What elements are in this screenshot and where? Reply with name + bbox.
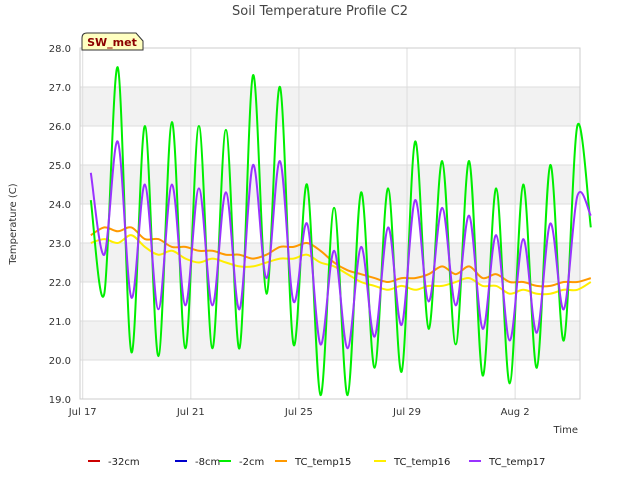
y-axis-label: Temperature (C): [8, 183, 19, 265]
y-tick-label: 27.0: [49, 83, 71, 94]
y-tick-label: 19.0: [49, 395, 71, 406]
plot-band: [80, 165, 580, 204]
y-tick-label: 20.0: [49, 356, 71, 367]
plot-frame: [79, 47, 581, 400]
x-axis-label: Time: [553, 425, 578, 436]
x-tick-label: Jul 29: [392, 407, 421, 418]
legend-label-2cm: -2cm: [239, 457, 264, 468]
y-tick-label: 23.0: [49, 239, 71, 250]
series-line-tc-temp15: [90, 226, 592, 288]
legend-label-tc-temp16: TC_temp16: [393, 457, 450, 468]
plot-band: [80, 126, 580, 165]
series-layer: [89, 66, 592, 397]
legend-label-32cm: -32cm: [108, 457, 140, 468]
x-tick-label: Jul 21: [176, 407, 205, 418]
series-line-tc-temp16: [90, 234, 592, 296]
station-badge-label: SW_met: [87, 36, 137, 49]
legend-label-8cm: -8cm: [195, 457, 220, 468]
x-tick-label: Aug 2: [501, 407, 530, 418]
legend: -32cm -8cm -2cm TC_temp15 TC_temp16 TC_temp17: [88, 457, 545, 468]
y-tick-label: 21.0: [49, 317, 71, 328]
plot-band: [80, 48, 580, 87]
legend-label-tc-temp17: TC_temp17: [488, 457, 545, 468]
plot-band: [80, 360, 580, 399]
station-badge-box: [81, 32, 144, 51]
x-tick-label: Jul 17: [68, 407, 97, 418]
y-tick-label: 24.0: [49, 200, 71, 211]
y-tick-label: 26.0: [49, 122, 71, 133]
x-tick-labels: Jul 17 Jul 21 Jul 25 Jul 29 Aug 2: [68, 407, 530, 418]
legend-label-tc-temp15: TC_temp15: [294, 457, 351, 468]
plot-band: [80, 87, 580, 126]
plot-band: [80, 321, 580, 360]
y-tick-labels: 19.0 20.0 21.0 22.0 23.0 24.0 25.0 26.0 27.0 28.0: [49, 44, 71, 406]
y-tick-label: 28.0: [49, 44, 71, 55]
chart-title: Soil Temperature Profile C2: [232, 4, 408, 19]
series-line-tc-temp17: [89, 140, 592, 350]
y-tick-label: 25.0: [49, 161, 71, 172]
station-badge: SW_met: [81, 32, 144, 51]
y-tick-label: 22.0: [49, 278, 71, 289]
x-tick-label: Jul 25: [284, 407, 313, 418]
